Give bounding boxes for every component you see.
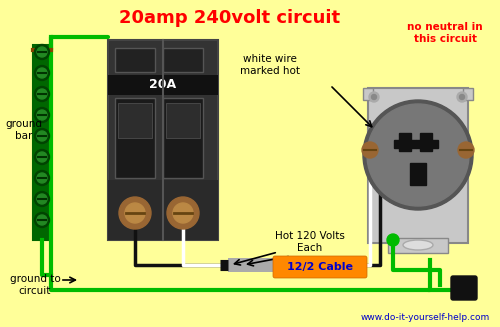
Text: 12/2 Cable: 12/2 Cable bbox=[287, 262, 353, 272]
Text: www.do-it-yourself-help.com: www.do-it-yourself-help.com bbox=[361, 313, 490, 322]
FancyBboxPatch shape bbox=[451, 276, 477, 300]
Ellipse shape bbox=[403, 240, 433, 250]
Bar bbox=[166, 103, 200, 138]
Bar bbox=[388, 238, 448, 253]
Circle shape bbox=[34, 65, 50, 80]
Bar bbox=[228, 258, 333, 272]
Bar bbox=[463, 88, 473, 100]
Text: white wire
marked hot: white wire marked hot bbox=[240, 54, 300, 76]
Circle shape bbox=[362, 142, 378, 158]
Circle shape bbox=[37, 68, 47, 78]
Circle shape bbox=[460, 95, 464, 99]
Bar bbox=[108, 40, 218, 240]
Bar bbox=[410, 163, 426, 185]
Circle shape bbox=[37, 131, 47, 141]
Bar bbox=[33, 45, 51, 240]
Circle shape bbox=[37, 110, 47, 120]
Bar bbox=[363, 88, 373, 100]
Bar bbox=[163, 48, 203, 72]
Circle shape bbox=[387, 234, 399, 246]
Bar bbox=[399, 133, 411, 151]
Circle shape bbox=[363, 100, 473, 210]
Text: ground to
circuit: ground to circuit bbox=[10, 274, 60, 296]
Text: 20amp 240volt circuit: 20amp 240volt circuit bbox=[120, 9, 340, 27]
Bar bbox=[115, 48, 155, 72]
Circle shape bbox=[34, 213, 50, 228]
Bar bbox=[108, 75, 218, 95]
Circle shape bbox=[125, 203, 145, 223]
Circle shape bbox=[458, 142, 474, 158]
Text: ground
bar: ground bar bbox=[6, 119, 43, 141]
Circle shape bbox=[457, 92, 467, 102]
Circle shape bbox=[367, 104, 469, 206]
Circle shape bbox=[37, 47, 47, 57]
Bar bbox=[416, 140, 438, 148]
Circle shape bbox=[37, 215, 47, 225]
Circle shape bbox=[34, 192, 50, 206]
Bar bbox=[394, 140, 416, 148]
Circle shape bbox=[37, 152, 47, 162]
Bar bbox=[108, 180, 218, 240]
Circle shape bbox=[34, 170, 50, 185]
Circle shape bbox=[119, 197, 151, 229]
Circle shape bbox=[34, 87, 50, 101]
Circle shape bbox=[173, 203, 193, 223]
Bar bbox=[368, 88, 468, 243]
Circle shape bbox=[372, 95, 376, 99]
Circle shape bbox=[167, 197, 199, 229]
Circle shape bbox=[34, 108, 50, 123]
Circle shape bbox=[34, 44, 50, 60]
Bar bbox=[118, 103, 152, 138]
Circle shape bbox=[34, 129, 50, 144]
Bar bbox=[163, 98, 203, 178]
Bar bbox=[420, 133, 432, 151]
Text: 20A: 20A bbox=[150, 78, 176, 92]
Circle shape bbox=[37, 89, 47, 99]
Circle shape bbox=[37, 173, 47, 183]
Text: Hot 120 Volts
Each: Hot 120 Volts Each bbox=[275, 231, 345, 253]
Bar bbox=[115, 98, 155, 178]
Text: no neutral in
this circuit: no neutral in this circuit bbox=[407, 22, 483, 43]
Circle shape bbox=[37, 194, 47, 204]
FancyBboxPatch shape bbox=[273, 256, 367, 278]
Circle shape bbox=[34, 149, 50, 164]
Circle shape bbox=[369, 92, 379, 102]
